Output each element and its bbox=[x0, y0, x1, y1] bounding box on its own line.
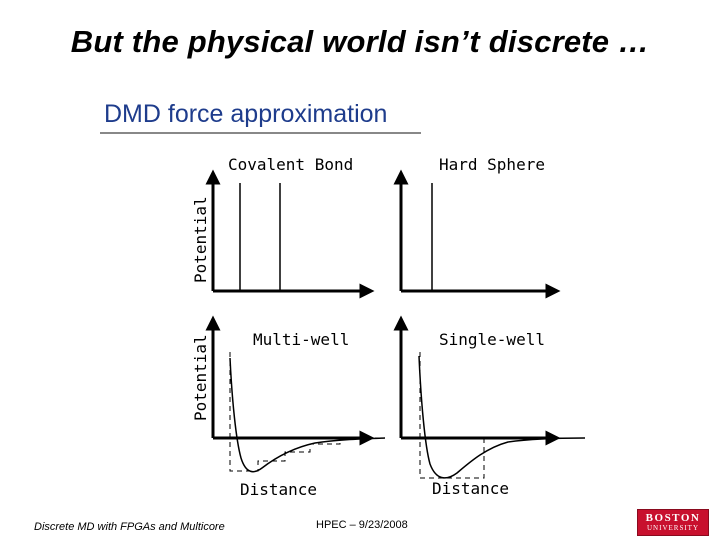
multi-well-step-potential bbox=[229, 352, 385, 472]
label-single-well: Single-well bbox=[439, 330, 545, 349]
panel-multi-well bbox=[205, 315, 386, 473]
slide-title: But the physical world isn’t discrete … bbox=[70, 24, 650, 59]
footer-event-date: HPEC – 9/23/2008 bbox=[316, 519, 408, 531]
label-hard-sphere: Hard Sphere bbox=[439, 155, 545, 174]
subtitle-underline bbox=[100, 132, 421, 134]
footer-presentation-title: Discrete MD with FPGAs and Multicore bbox=[34, 521, 225, 533]
boston-university-logo: BOSTON UNIVERSITY bbox=[637, 509, 709, 536]
single-well-continuous-curve bbox=[418, 355, 586, 479]
slide-subtitle: DMD force approximation bbox=[104, 100, 388, 128]
x-axis-label-left: Distance bbox=[240, 480, 318, 499]
multi-well-continuous-curve bbox=[229, 357, 386, 473]
label-multi-well: Multi-well bbox=[253, 330, 350, 349]
panel-hard-sphere bbox=[393, 169, 561, 299]
panel-single-well bbox=[393, 315, 586, 479]
x-axis-label-right: Distance bbox=[432, 479, 510, 498]
label-covalent-bond: Covalent Bond bbox=[228, 155, 354, 174]
logo-text-boston: BOSTON bbox=[645, 512, 701, 524]
panel-covalent-bond bbox=[205, 169, 375, 299]
single-well-step-potential bbox=[419, 352, 585, 479]
logo-text-university: UNIVERSITY bbox=[647, 524, 699, 532]
